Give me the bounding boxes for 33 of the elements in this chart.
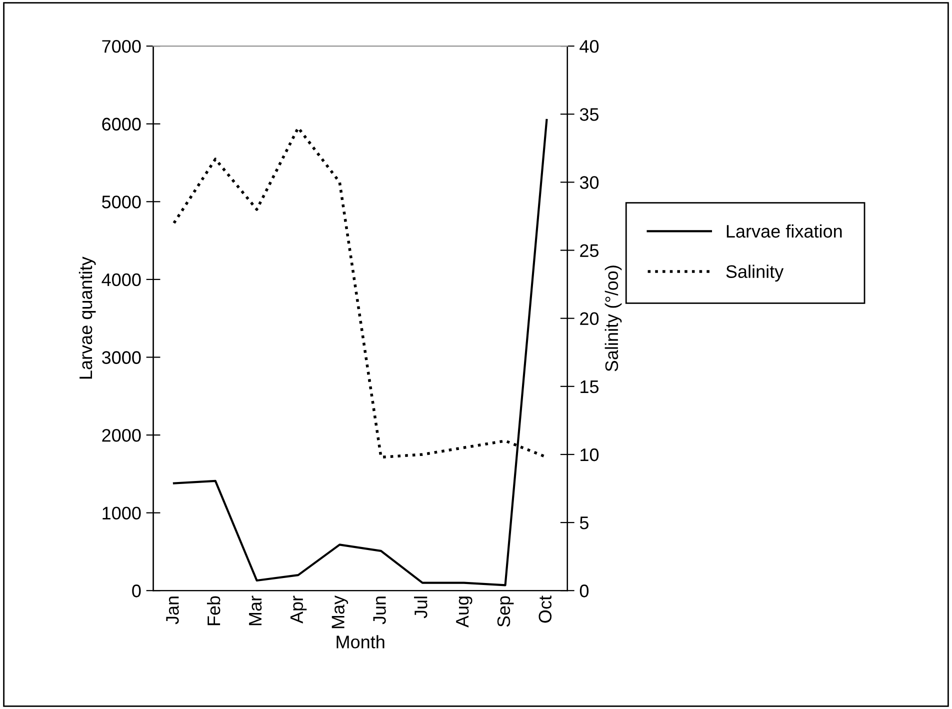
y2-tick-label: 10 [580, 448, 599, 462]
y2-tick-label: 20 [580, 312, 599, 326]
x-tick-label: Jan [166, 596, 179, 624]
y-tick-label: 7000 [102, 40, 141, 53]
y-tick-label: 5000 [102, 196, 141, 208]
y-tick-label: 0 [132, 584, 141, 598]
y2-tick-label: 30 [580, 176, 599, 189]
y-axis-title: Larvae quantity [78, 256, 96, 379]
x-tick-label: Aug [456, 596, 472, 628]
x-tick-label: Jul [414, 596, 428, 618]
legend-label: Larvae fixation [726, 224, 842, 238]
y2-tick-label: 25 [580, 244, 599, 257]
x-tick-label: Sep [497, 596, 514, 627]
y-tick-label: 3000 [102, 351, 141, 364]
y2-tick-label: 15 [580, 380, 599, 394]
y-tick-label: 1000 [102, 506, 141, 520]
y-tick-label: 6000 [102, 118, 141, 131]
y2-tick-label: 40 [580, 40, 599, 53]
x-axis-title: Month [336, 635, 384, 648]
legend-label: Salinity [726, 264, 784, 282]
x-tick-label: May [332, 595, 348, 628]
y2-axis-title: Salinity (°/oo) [604, 266, 622, 372]
line-series [172, 118, 548, 586]
y2-tick-label: 35 [580, 108, 599, 121]
y2-tick-label: 0 [580, 584, 589, 598]
y-tick-label: 2000 [102, 428, 141, 442]
x-tick-label: Mar [249, 596, 262, 626]
x-tick-label: Oct [538, 596, 552, 623]
y2-tick-label: 5 [580, 516, 588, 530]
x-tick-label: Jun [373, 596, 386, 624]
y-tick-label: 4000 [102, 273, 141, 286]
x-tick-label: Apr [290, 596, 307, 624]
x-tick-label: Feb [206, 596, 220, 626]
